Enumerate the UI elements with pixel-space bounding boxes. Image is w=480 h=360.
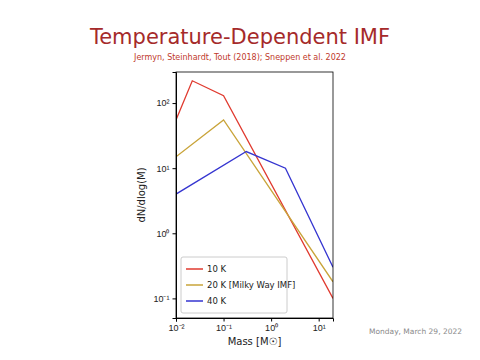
y-tick-mark xyxy=(173,103,177,104)
y-axis-label: dN/dlog(M) xyxy=(136,167,147,222)
x-tick: 10⁰ xyxy=(265,318,278,333)
plot-frame xyxy=(176,72,333,318)
x-tick-label: 10⁰ xyxy=(265,323,278,333)
slide: Temperature-Dependent IMF Jermyn, Steinha… xyxy=(0,0,480,360)
x-tick-mark xyxy=(224,318,225,322)
x-tick-mark xyxy=(319,318,320,322)
legend: 10 K 20 K [Milky Way IMF] 40 K xyxy=(181,257,295,313)
y-tick-mark xyxy=(173,298,177,299)
legend-swatch xyxy=(186,268,203,270)
y-tick-label: 10² xyxy=(156,98,169,108)
y-axis-line xyxy=(173,73,177,319)
subtitle: Jermyn, Steinhardt, Tout (2018); Sneppen… xyxy=(133,53,346,62)
y-tick-label: 10⁻¹ xyxy=(153,294,169,304)
x-tick: 10⁻¹ xyxy=(216,318,232,333)
x-tick-label: 10⁻² xyxy=(168,323,184,333)
x-tick: 10¹ xyxy=(313,318,326,333)
x-axis: 10⁻² 10⁻¹ 10⁰ 10¹ xyxy=(168,318,333,333)
series-line xyxy=(176,152,333,268)
x-axis-line xyxy=(177,319,334,322)
y-axis: 10⁻¹ 10⁰ 10¹ 10² xyxy=(153,73,176,319)
x-tick-mark xyxy=(271,318,272,322)
legend-swatch xyxy=(186,284,203,286)
y-tick-mark xyxy=(173,168,177,169)
legend-label: 40 K xyxy=(207,296,227,306)
x-tick-label: 10⁻¹ xyxy=(216,323,232,333)
y-tick: 10⁰ xyxy=(156,229,176,239)
y-tick: 10¹ xyxy=(156,164,176,174)
y-tick: 10² xyxy=(156,98,176,108)
legend-swatch xyxy=(186,300,203,302)
title: Temperature-Dependent IMF xyxy=(89,25,390,49)
footer-date: Monday, March 29, 2022 xyxy=(369,327,462,336)
legend-label: 20 K [Milky Way IMF] xyxy=(207,280,295,290)
y-tick: 10⁻¹ xyxy=(153,294,176,304)
y-tick-label: 10⁰ xyxy=(156,229,169,239)
x-tick-label: 10¹ xyxy=(313,323,326,333)
y-tick-label: 10¹ xyxy=(156,164,169,174)
y-tick-mark xyxy=(173,233,177,234)
x-axis-label: Mass [M☉] xyxy=(228,336,282,347)
x-tick: 10⁻² xyxy=(168,318,184,333)
legend-label: 10 K xyxy=(207,264,227,274)
